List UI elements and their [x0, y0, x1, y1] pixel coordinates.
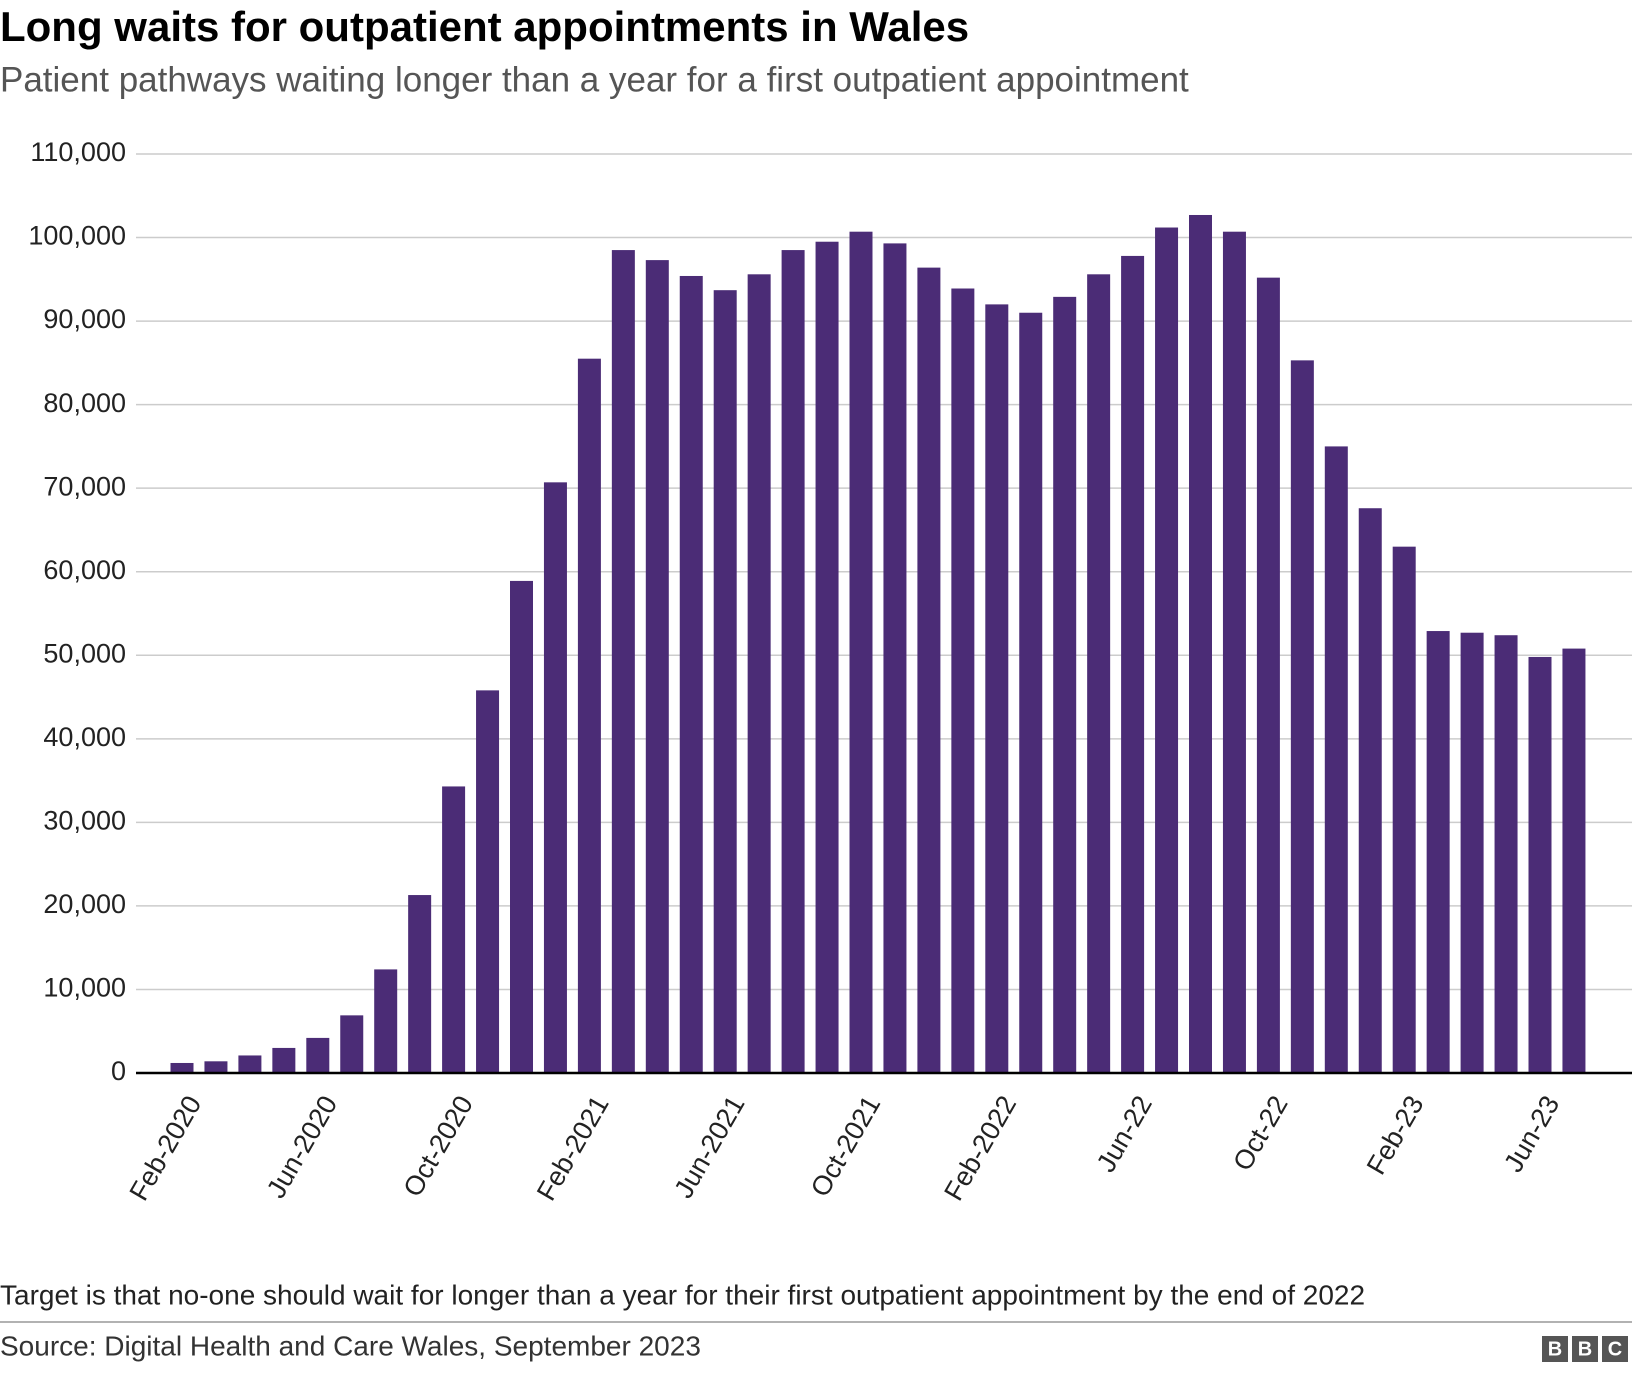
y-tick-label: 110,000: [30, 137, 126, 167]
x-tick-label: Jun-22: [1091, 1091, 1158, 1178]
bar: [238, 1055, 262, 1073]
bar: [374, 969, 398, 1073]
bar: [272, 1047, 296, 1073]
bar: [1290, 360, 1314, 1073]
bar: [408, 895, 432, 1073]
bar: [815, 241, 839, 1074]
svg-text:C: C: [1608, 1338, 1622, 1360]
bar: [1324, 446, 1348, 1074]
y-tick-label: 20,000: [43, 889, 126, 919]
chart-source: Source: Digital Health and Care Wales, S…: [0, 1330, 701, 1361]
bar: [645, 260, 669, 1073]
x-tick-label: Oct-22: [1227, 1091, 1293, 1176]
bar: [1121, 255, 1145, 1073]
bar: [1189, 214, 1212, 1074]
bar: [306, 1037, 330, 1073]
y-tick-label: 40,000: [43, 722, 126, 752]
y-tick-label: 100,000: [28, 221, 126, 251]
bar: [577, 358, 601, 1073]
bar: [679, 275, 703, 1074]
bar: [1426, 631, 1450, 1073]
bar: [170, 1062, 194, 1073]
bar: [917, 267, 941, 1073]
y-tick-label: 10,000: [43, 973, 126, 1003]
bar: [1460, 632, 1484, 1073]
y-tick-label: 80,000: [43, 388, 126, 418]
bar: [1358, 508, 1382, 1073]
bar: [951, 288, 975, 1073]
bar: [476, 690, 500, 1073]
bar: [1256, 277, 1280, 1073]
bar: [510, 580, 533, 1073]
bar: [340, 1015, 364, 1073]
bar: [442, 786, 466, 1073]
x-tick-label: Oct-2020: [397, 1091, 479, 1202]
y-tick-label: 0: [111, 1056, 126, 1086]
bar: [781, 250, 805, 1073]
chart-subtitle: Patient pathways waiting longer than a y…: [0, 60, 1189, 99]
y-tick-label: 50,000: [43, 638, 126, 668]
x-tick-label: Feb-2022: [938, 1091, 1022, 1206]
y-tick-label: 60,000: [43, 555, 126, 585]
bar: [849, 231, 873, 1073]
y-tick-label: 30,000: [43, 805, 126, 835]
x-tick-label: Jun-2020: [261, 1091, 343, 1204]
y-tick-label: 90,000: [43, 304, 126, 334]
svg-text:B: B: [1548, 1338, 1562, 1360]
bar: [1528, 656, 1552, 1073]
bar: [883, 243, 907, 1074]
x-tick-label: Jun-23: [1498, 1091, 1565, 1178]
bar: [543, 482, 567, 1074]
x-tick-label: Oct-2021: [805, 1091, 887, 1202]
bar: [713, 290, 737, 1073]
bar: [985, 304, 1009, 1073]
bar: [611, 250, 635, 1073]
x-tick-label: Feb-23: [1361, 1091, 1430, 1180]
bar: [747, 274, 771, 1074]
bar: [204, 1061, 228, 1073]
y-tick-label: 70,000: [43, 471, 126, 501]
chart-note: Target is that no-one should wait for lo…: [0, 1279, 1365, 1310]
chart-title: Long waits for outpatient appointments i…: [0, 3, 969, 50]
x-tick-label: Jun-2021: [668, 1091, 750, 1204]
bar: [1222, 231, 1246, 1073]
bar: [1019, 312, 1043, 1074]
bar: [1562, 648, 1586, 1073]
x-tick-label: Feb-2020: [124, 1091, 208, 1206]
x-tick-label: Feb-2021: [531, 1091, 615, 1206]
bar: [1392, 546, 1416, 1073]
bar: [1155, 227, 1179, 1073]
bbc-logo: B B C: [1542, 1336, 1628, 1362]
bar: [1087, 274, 1111, 1074]
bar: [1494, 635, 1518, 1073]
bar: [1053, 296, 1077, 1073]
svg-text:B: B: [1578, 1338, 1592, 1360]
